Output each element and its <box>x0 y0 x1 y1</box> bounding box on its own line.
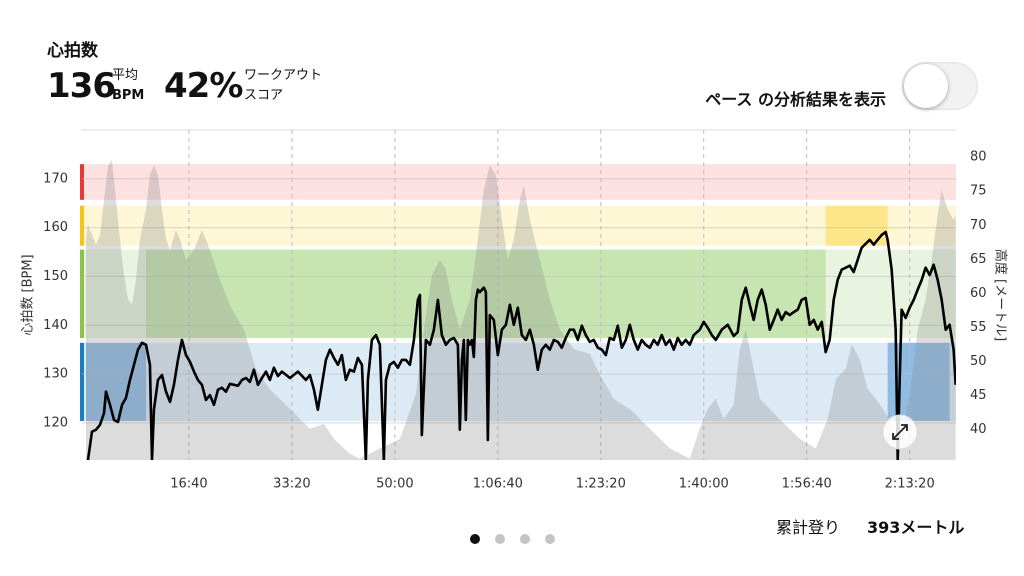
zone-edge <box>80 249 84 338</box>
x-tick-label: 1:23:20 <box>576 477 626 492</box>
y2-tick-label: 75 <box>970 184 987 199</box>
y2-tick-label: 55 <box>970 320 987 335</box>
y-tick-label: 130 <box>43 367 68 382</box>
y-tick-label: 160 <box>43 220 68 235</box>
y-tick-label: 140 <box>43 318 68 333</box>
zone-band <box>82 164 956 200</box>
chart: 120 130 140 150 160 170 40 45 50 55 60 65 70 75 80 16:4… <box>21 129 1009 492</box>
score-label: スコア <box>244 88 284 103</box>
y2-tick-label: 70 <box>970 218 987 233</box>
footer-value: 393メートル <box>867 518 965 537</box>
title: 心拍数 <box>47 41 98 61</box>
y2-tick-label: 60 <box>970 286 987 301</box>
toggle-switch[interactable] <box>902 62 978 110</box>
label-layer: 120 130 140 150 160 170 40 45 50 55 60 65 70 75 80 16:4… <box>43 150 986 492</box>
zone-edge <box>80 342 84 421</box>
zone-layer <box>80 164 956 421</box>
expand-button[interactable] <box>882 414 918 450</box>
toggle-knob <box>904 64 948 108</box>
zone-band <box>82 342 956 421</box>
y2-tick-label: 40 <box>970 422 987 437</box>
x-tick-label: 1:06:40 <box>473 477 523 492</box>
avg-value: 136 <box>47 66 116 106</box>
expand-icon <box>892 424 908 440</box>
y-tick-label: 150 <box>43 269 68 284</box>
page-dot[interactable] <box>545 534 555 544</box>
y-tick-label: 170 <box>43 171 68 186</box>
y2-tick-label: 65 <box>970 252 987 267</box>
y2-axis-label: 高度 [メートル] <box>993 249 1009 341</box>
zone-edge <box>80 164 84 200</box>
y2-tick-label: 80 <box>970 150 987 165</box>
y-tick-label: 120 <box>43 415 68 430</box>
elevation-area <box>86 159 956 460</box>
x-tick-label: 16:40 <box>170 477 207 492</box>
x-tick-label: 33:20 <box>273 477 310 492</box>
page-dot[interactable] <box>520 534 530 544</box>
zone-band <box>82 205 956 246</box>
series-layer <box>86 159 956 460</box>
x-tick-label: 1:40:00 <box>679 477 729 492</box>
score-value: 42% <box>164 66 243 106</box>
x-tick-label: 50:00 <box>376 477 413 492</box>
grid-layer <box>82 129 956 460</box>
toggle-label: ペース の分析結果を表示 <box>705 90 886 109</box>
avg-unit: BPM <box>112 88 145 103</box>
zone-edge <box>80 205 84 246</box>
page-dot[interactable] <box>470 534 480 544</box>
page-dot[interactable] <box>495 534 505 544</box>
footer-label: 累計登り <box>776 518 841 537</box>
y-axis-label: 心拍数 [BPM] <box>21 254 36 335</box>
x-tick-label: 1:56:40 <box>782 477 832 492</box>
x-tick-label: 2:13:20 <box>885 477 935 492</box>
score-label: ワークアウト <box>244 68 323 83</box>
y2-tick-label: 50 <box>970 354 987 369</box>
avg-label: 平均 <box>112 68 139 83</box>
y2-tick-label: 45 <box>970 388 987 403</box>
heart-rate-line <box>86 230 956 460</box>
